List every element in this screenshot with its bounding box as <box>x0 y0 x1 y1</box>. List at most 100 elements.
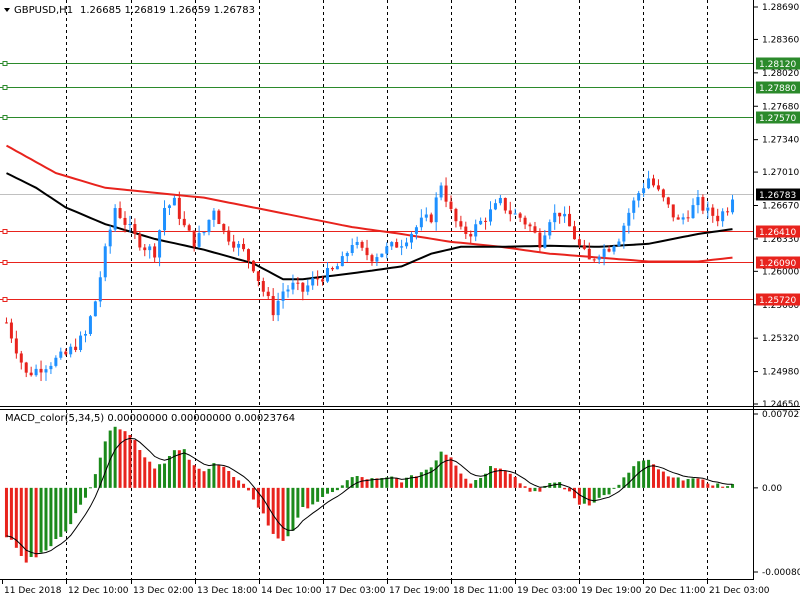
macd-signal-line <box>6 437 733 555</box>
macd-bar <box>83 487 87 498</box>
dropdown-triangle-icon[interactable] <box>4 8 10 12</box>
time-label: 12 Dec 10:00 <box>68 586 129 596</box>
level-handle[interactable] <box>2 260 8 265</box>
candle-body <box>54 357 58 366</box>
candle-body <box>419 217 423 228</box>
level-handle[interactable] <box>2 61 8 66</box>
macd-bar <box>572 487 576 499</box>
macd-bar <box>459 473 463 488</box>
macd-bar <box>19 487 23 556</box>
macd-bar <box>370 478 374 488</box>
macd-bar <box>335 487 339 491</box>
macd-bar <box>187 459 191 488</box>
macd-bar <box>14 487 18 548</box>
candle-body <box>256 271 260 282</box>
candle-body <box>696 197 700 206</box>
level-handle[interactable] <box>2 85 8 90</box>
macd-bar <box>622 477 626 488</box>
candle-body <box>291 282 295 290</box>
candle-body <box>464 226 468 234</box>
macd-bar <box>207 468 211 488</box>
macd-bar <box>409 475 413 488</box>
macd-bar <box>138 450 142 488</box>
macd-bar <box>429 467 433 488</box>
macd-bar <box>726 486 730 488</box>
candle-body <box>301 282 305 292</box>
macd-bar <box>64 487 68 532</box>
macd-bar <box>647 459 651 488</box>
level-price-label: 1.27570 <box>759 114 796 124</box>
candle-body <box>79 335 83 350</box>
macd-bar <box>518 483 522 488</box>
candle-body <box>133 224 137 235</box>
candle-body <box>414 227 418 234</box>
candle-body <box>489 209 493 222</box>
candle-body <box>113 208 117 230</box>
candle-body <box>321 279 325 282</box>
macd-tick-label: 0.0070220 <box>762 410 800 420</box>
candle-body <box>508 210 512 215</box>
candle-body <box>365 247 369 256</box>
macd-bar <box>721 486 725 488</box>
macd-bar <box>29 487 33 557</box>
candle-body <box>49 365 53 370</box>
candlestick-series <box>4 170 735 382</box>
macd-bar <box>706 483 710 488</box>
candle-body <box>360 241 364 248</box>
candle-body <box>271 296 275 316</box>
candle-body <box>296 282 300 284</box>
candle-body <box>493 203 497 210</box>
macd-bar <box>340 485 344 488</box>
candle-body <box>29 372 33 376</box>
level-labels: 1.28120 1.27880 1.27570 1.26410 1.26090 1.257… <box>756 57 800 306</box>
candle-body <box>167 205 171 208</box>
candle-body <box>647 178 651 189</box>
time-label: 21 Dec 03:00 <box>709 586 770 596</box>
candle-body <box>548 222 552 236</box>
macd-bar <box>69 487 73 525</box>
candle-body <box>607 248 611 252</box>
macd-bar <box>306 487 310 509</box>
macd-tick-label: -0.00080 <box>762 568 800 578</box>
macd-bar <box>4 487 8 538</box>
candle-body <box>454 208 458 222</box>
macd-bar <box>558 482 562 488</box>
candle-body <box>409 233 413 243</box>
macd-bar <box>632 466 636 488</box>
macd-bar <box>74 487 78 514</box>
candle-body <box>74 346 78 350</box>
macd-bar <box>246 487 250 491</box>
time-label: 18 Dec 11:00 <box>453 586 514 596</box>
level-handle[interactable] <box>2 229 8 234</box>
candle-body <box>192 230 196 247</box>
macd-bar <box>350 477 354 488</box>
level-price-label: 1.28120 <box>759 60 796 70</box>
candle-body <box>355 241 359 246</box>
macd-bar <box>642 460 646 488</box>
level-price-label: 1.25720 <box>759 296 796 306</box>
macd-bar <box>513 476 517 488</box>
macd-bar <box>424 469 428 488</box>
macd-bar <box>454 465 458 488</box>
macd-bar <box>286 487 290 537</box>
candle-body <box>19 353 23 363</box>
candle-body <box>246 249 250 261</box>
candle-body <box>592 259 596 261</box>
macd-bar <box>182 449 186 488</box>
candle-body <box>64 351 68 355</box>
candle-body <box>93 301 97 317</box>
candle-body <box>577 239 581 246</box>
candle-body <box>716 215 720 222</box>
candle-body <box>163 207 167 231</box>
macd-bar <box>39 487 43 553</box>
macd-bar <box>167 456 171 488</box>
macd-bar <box>582 487 586 504</box>
level-price-tag <box>756 293 800 306</box>
macd-bar <box>380 478 384 488</box>
candle-body <box>538 232 542 248</box>
macd-bar <box>508 473 512 488</box>
level-handle[interactable] <box>2 115 8 120</box>
level-handle[interactable] <box>2 297 8 302</box>
